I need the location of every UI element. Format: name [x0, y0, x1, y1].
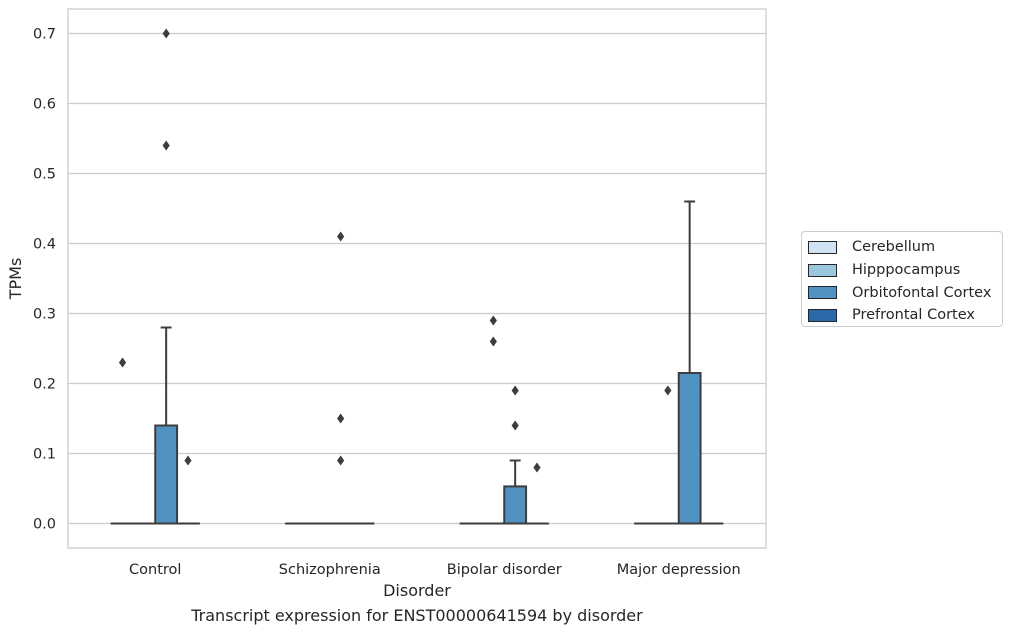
- series-hipppocampus: [132, 315, 680, 525]
- legend-label: Cerebellum: [852, 239, 936, 256]
- legend-label: Prefrontal Cortex: [852, 307, 975, 324]
- y-tick-label: 0.0: [33, 517, 56, 533]
- outlier-point: [184, 455, 192, 466]
- legend-swatch: [808, 286, 837, 300]
- x-axis-label: Disorder: [383, 581, 451, 600]
- legend-item: Cerebellum: [808, 236, 1002, 259]
- box: [154, 424, 179, 525]
- y-axis-label: TPMs: [6, 258, 25, 301]
- y-tick-label: 0.6: [33, 97, 56, 113]
- outlier-point: [162, 140, 170, 151]
- outlier-point: [337, 455, 345, 466]
- legend-swatch: [808, 263, 837, 277]
- outlier-point: [337, 231, 345, 242]
- x-axis-tick-labels: Control Schizophrenia Bipolar disorder Majo…: [129, 562, 741, 578]
- y-tick-label: 0.7: [33, 27, 56, 43]
- legend-label: Orbitofontal Cortex: [852, 284, 992, 301]
- outlier-point: [511, 420, 519, 431]
- outlier-point: [489, 315, 497, 326]
- y-tick-label: 0.5: [33, 167, 56, 183]
- grid-lines: [68, 32, 766, 525]
- y-tick-label: 0.4: [33, 237, 56, 253]
- series-prefrontal-cortex: [176, 455, 724, 525]
- outlier-point: [162, 28, 170, 39]
- legend-item: Prefrontal Cortex: [808, 304, 1002, 327]
- x-tick-label: Control: [129, 562, 181, 578]
- legend-label: Hipppocampus: [852, 262, 961, 279]
- legend-swatch: [808, 240, 837, 254]
- box: [503, 485, 528, 525]
- x-tick-label: Schizophrenia: [279, 562, 381, 578]
- outlier-point: [489, 336, 497, 347]
- box-series: [110, 28, 724, 525]
- outlier-point: [337, 413, 345, 424]
- legend: Cerebellum Hipppocampus Orbitofontal Corte…: [801, 231, 1003, 327]
- x-tick-label: Bipolar disorder: [447, 562, 562, 578]
- outlier-point: [511, 385, 519, 396]
- y-tick-label: 0.1: [33, 447, 56, 463]
- chart-caption: Transcript expression for ENST0000064159…: [191, 606, 643, 625]
- x-tick-label: Major depression: [617, 562, 741, 578]
- outlier-point: [664, 385, 672, 396]
- y-axis-tick-labels: 0.0 0.1 0.2 0.3 0.4 0.5 0.6 0.7: [33, 27, 56, 533]
- legend-item: Orbitofontal Cortex: [808, 281, 1002, 304]
- y-tick-label: 0.3: [33, 307, 56, 323]
- box: [677, 372, 702, 525]
- outlier-point: [533, 462, 541, 473]
- y-tick-label: 0.2: [33, 377, 56, 393]
- plot-frame: [67, 8, 767, 549]
- series-cerebellum: [110, 357, 658, 525]
- series-orbitofontal-cortex: [154, 28, 702, 525]
- legend-item: Hipppocampus: [808, 259, 1002, 282]
- outlier-point: [118, 357, 127, 368]
- legend-swatch: [808, 308, 837, 322]
